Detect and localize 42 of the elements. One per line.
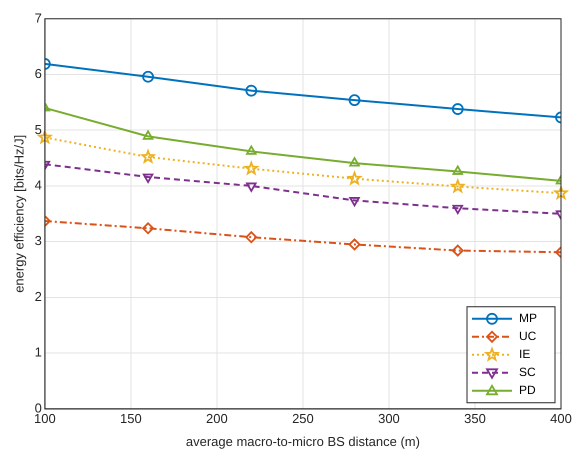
point [246, 146, 257, 155]
y-tick-label: 6 [34, 66, 42, 82]
y-tick-label: 1 [34, 344, 42, 360]
x-tick-label: 350 [464, 411, 486, 426]
legend-label: PD [519, 383, 536, 398]
point [451, 180, 464, 192]
point [245, 84, 258, 97]
legend-label: IE [519, 347, 530, 362]
point [452, 244, 464, 256]
point [245, 231, 258, 244]
point [246, 182, 257, 192]
x-tick-label: 150 [120, 411, 142, 426]
point [349, 157, 360, 166]
point [452, 166, 463, 175]
point [244, 162, 258, 174]
point [554, 186, 568, 199]
y-tick-label: 0 [34, 400, 42, 416]
point [452, 103, 464, 115]
y-tick-label: 7 [34, 10, 42, 26]
y-tick-label: 3 [34, 233, 42, 248]
y-tick-label: 5 [34, 122, 42, 137]
point [348, 94, 360, 106]
point [452, 204, 463, 214]
point [142, 130, 154, 140]
legend-label: SC [519, 365, 536, 380]
y-tick-label: 2 [34, 288, 42, 304]
legend-label: UC [519, 329, 537, 344]
point [142, 222, 154, 234]
x-tick-label: 250 [292, 411, 314, 426]
point [348, 172, 362, 184]
point [349, 197, 360, 206]
point [142, 70, 154, 83]
x-tick-label: 200 [206, 411, 228, 426]
x-axis-title: average macro-to-micro BS distance (m) [186, 434, 420, 449]
point [348, 238, 360, 250]
legend-label: MP [519, 311, 537, 326]
point [141, 150, 155, 163]
x-tick-label: 400 [550, 411, 572, 426]
point [142, 174, 154, 183]
x-tick-label: 300 [378, 411, 400, 426]
y-axis-title: energy efficiency [bits/Hz/J] [11, 134, 26, 293]
y-tick-label: 4 [34, 178, 42, 193]
